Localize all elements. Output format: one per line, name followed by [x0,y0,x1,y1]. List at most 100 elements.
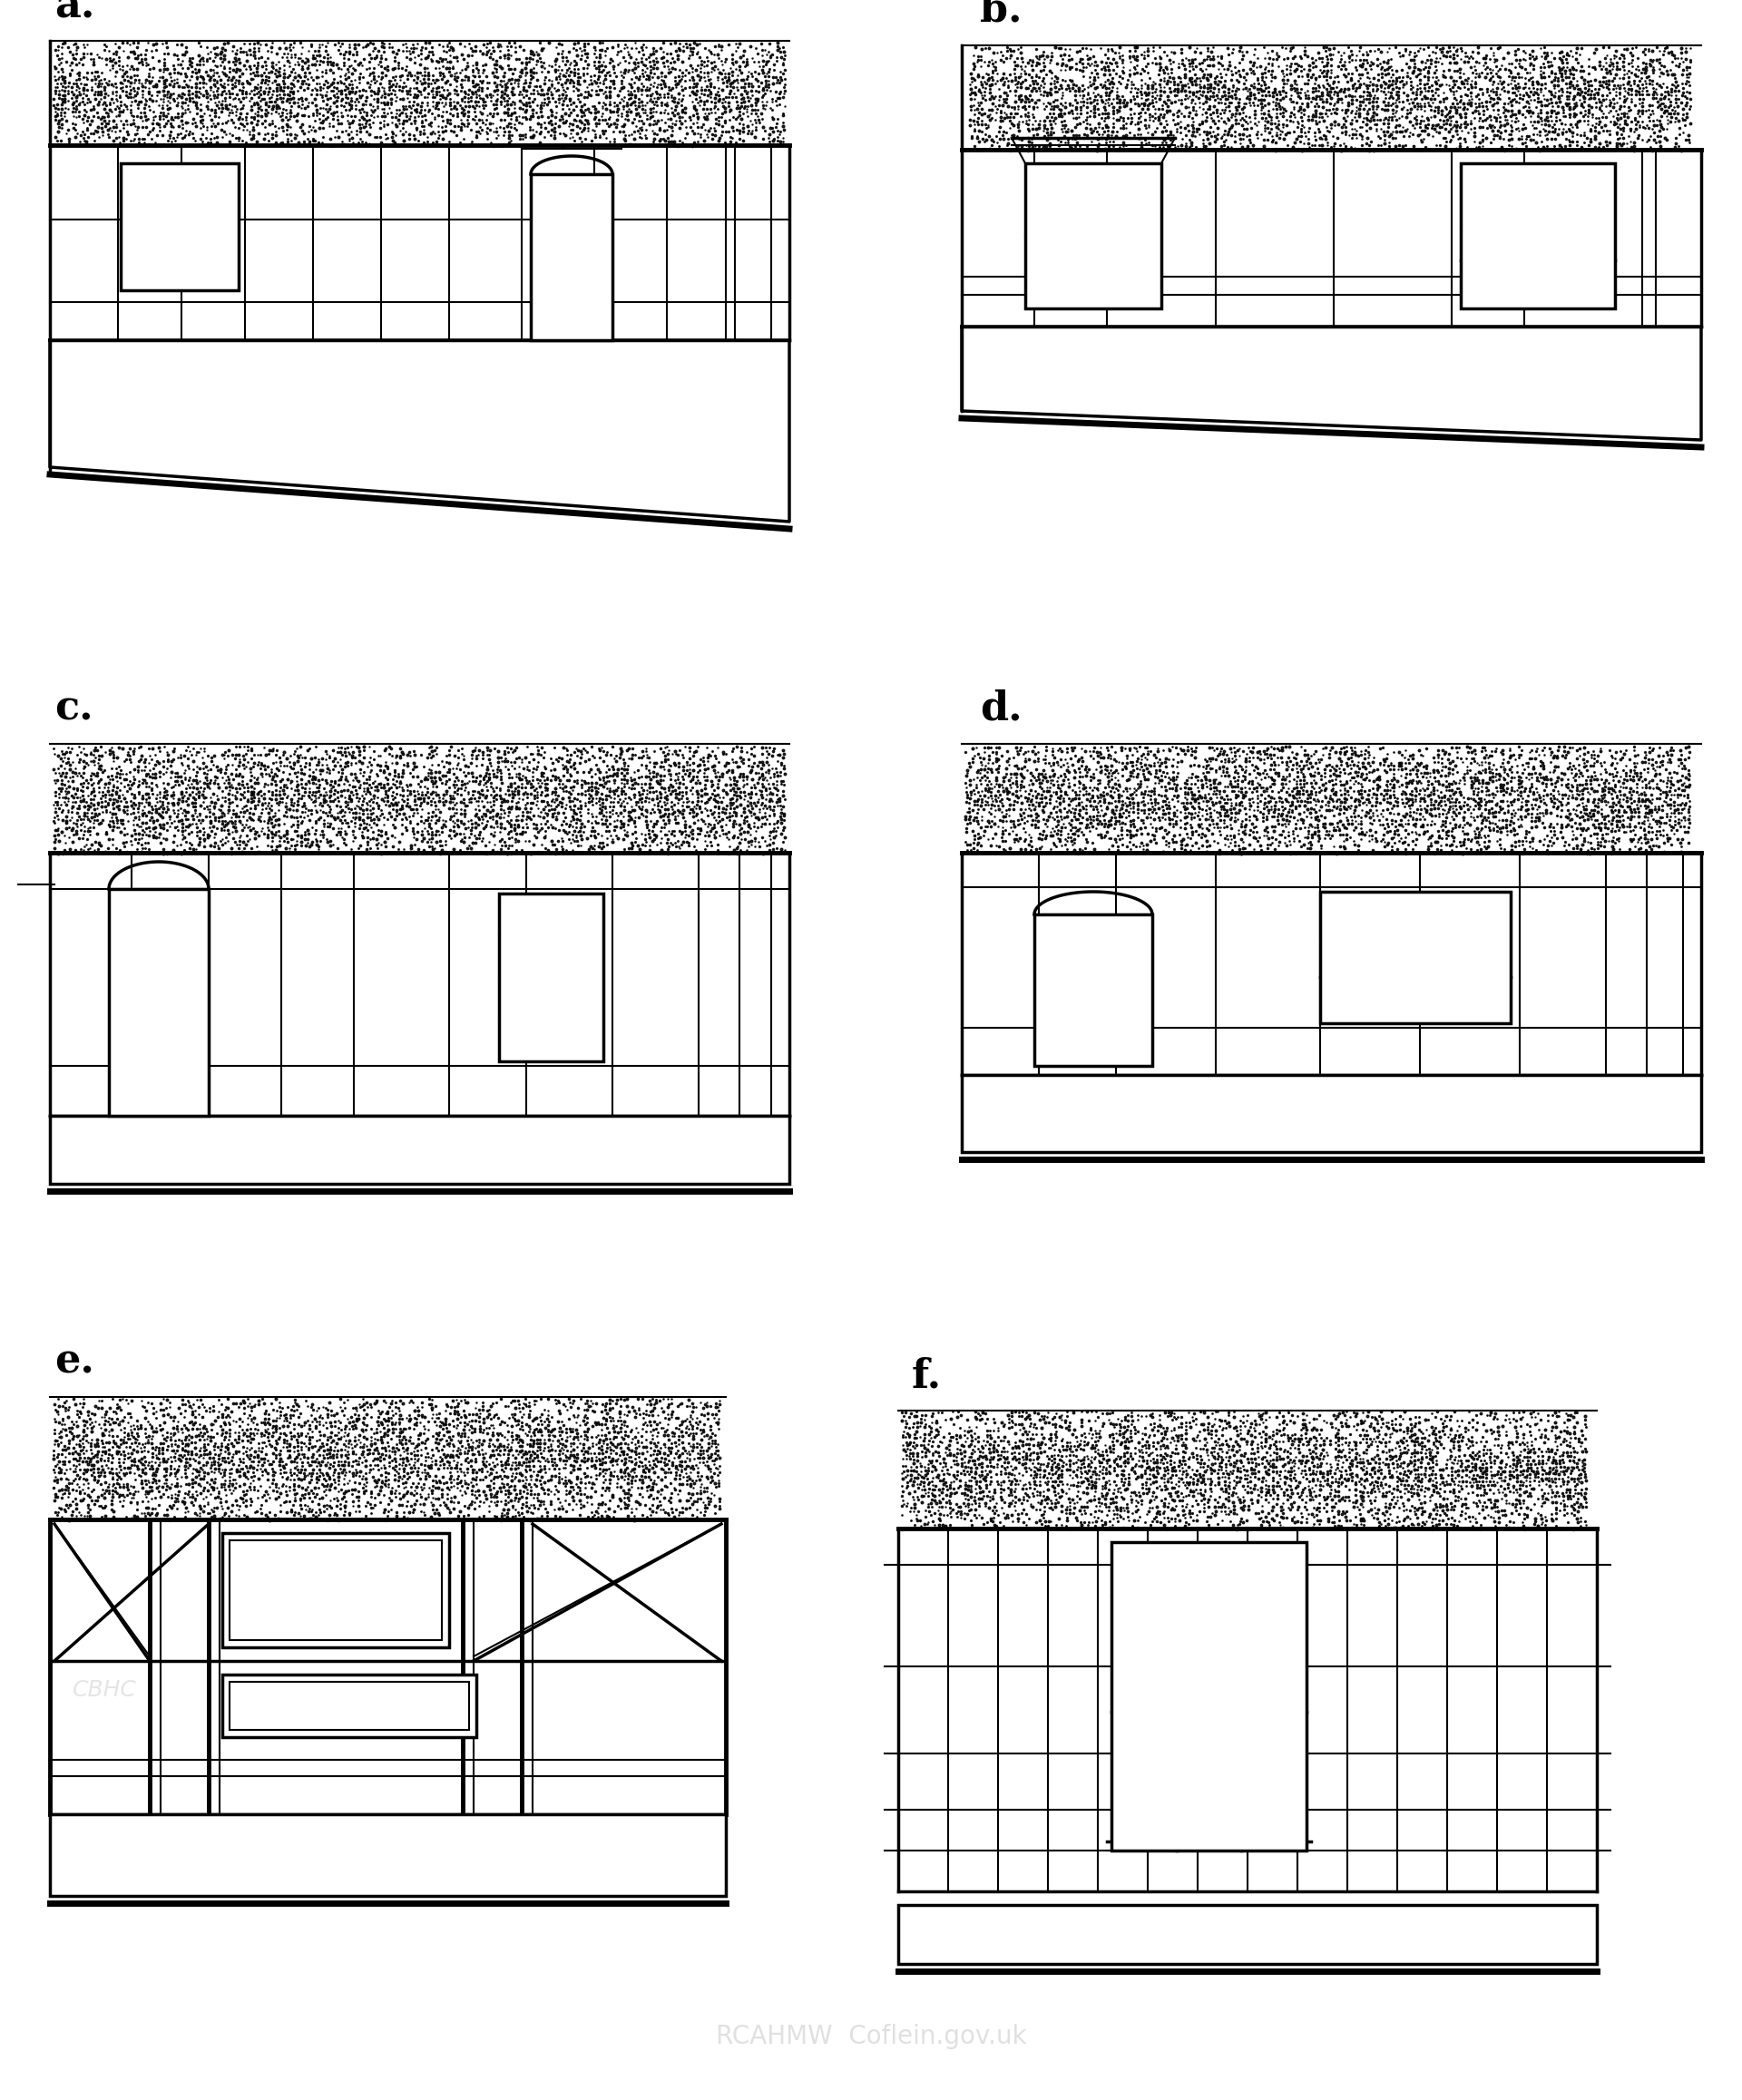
FancyBboxPatch shape [1329,1911,1352,1934]
FancyBboxPatch shape [1174,1105,1205,1124]
FancyBboxPatch shape [1347,1105,1374,1124]
FancyBboxPatch shape [1120,1911,1160,1934]
FancyBboxPatch shape [573,1163,604,1180]
FancyBboxPatch shape [52,1121,94,1138]
FancyBboxPatch shape [925,1938,951,1961]
FancyBboxPatch shape [1057,1938,1080,1961]
FancyBboxPatch shape [627,1869,669,1892]
FancyBboxPatch shape [153,1871,199,1892]
FancyBboxPatch shape [235,1871,265,1892]
FancyBboxPatch shape [75,1846,110,1867]
FancyBboxPatch shape [1272,1936,1315,1959]
FancyBboxPatch shape [1685,1082,1698,1100]
FancyBboxPatch shape [1401,1938,1444,1959]
FancyBboxPatch shape [1233,1082,1277,1100]
FancyBboxPatch shape [415,1163,449,1180]
FancyBboxPatch shape [1545,1911,1582,1932]
Bar [223,1533,449,1646]
FancyBboxPatch shape [73,1821,113,1842]
Text: a.: a. [54,0,94,25]
FancyBboxPatch shape [1075,1105,1111,1126]
FancyBboxPatch shape [1174,1938,1193,1959]
FancyBboxPatch shape [233,1163,256,1180]
FancyBboxPatch shape [766,1121,787,1138]
FancyBboxPatch shape [955,1936,986,1961]
FancyBboxPatch shape [580,1844,613,1867]
FancyBboxPatch shape [1380,1105,1418,1124]
Text: f.: f. [911,1357,942,1394]
FancyBboxPatch shape [695,1121,718,1138]
FancyBboxPatch shape [179,1846,221,1867]
FancyBboxPatch shape [397,1846,416,1867]
FancyBboxPatch shape [1111,1128,1155,1149]
FancyBboxPatch shape [496,1846,519,1867]
FancyBboxPatch shape [662,1142,697,1159]
FancyBboxPatch shape [665,1121,692,1138]
FancyBboxPatch shape [294,1121,326,1138]
FancyBboxPatch shape [571,1142,611,1159]
FancyBboxPatch shape [404,1821,430,1842]
FancyBboxPatch shape [641,1819,674,1842]
FancyBboxPatch shape [1618,1128,1660,1149]
FancyBboxPatch shape [561,1871,601,1892]
Text: d.: d. [979,689,1023,729]
FancyBboxPatch shape [610,1163,631,1180]
FancyBboxPatch shape [768,1142,787,1159]
FancyBboxPatch shape [422,1142,456,1159]
FancyBboxPatch shape [228,1819,253,1842]
FancyBboxPatch shape [1300,1911,1326,1932]
FancyBboxPatch shape [617,1846,634,1867]
FancyBboxPatch shape [627,1121,664,1138]
Bar [120,164,239,290]
FancyBboxPatch shape [989,1938,1010,1959]
FancyBboxPatch shape [1197,1079,1230,1100]
FancyBboxPatch shape [1301,1105,1343,1124]
FancyBboxPatch shape [1596,1105,1629,1124]
FancyBboxPatch shape [369,1846,395,1867]
FancyBboxPatch shape [364,1121,388,1138]
FancyBboxPatch shape [493,1819,517,1840]
FancyBboxPatch shape [1216,1128,1259,1149]
FancyBboxPatch shape [256,1819,277,1842]
FancyBboxPatch shape [1430,1128,1474,1149]
FancyBboxPatch shape [922,1911,953,1934]
FancyBboxPatch shape [314,1871,340,1892]
FancyBboxPatch shape [700,1846,725,1867]
FancyBboxPatch shape [369,1819,401,1842]
FancyBboxPatch shape [1153,1079,1195,1100]
Bar [498,892,603,1060]
FancyBboxPatch shape [181,1121,225,1138]
FancyBboxPatch shape [1357,1911,1380,1934]
FancyBboxPatch shape [549,1819,584,1842]
FancyBboxPatch shape [273,1142,307,1159]
FancyBboxPatch shape [1519,1128,1550,1149]
Text: b.: b. [979,0,1023,29]
FancyBboxPatch shape [153,1142,185,1159]
Bar [1111,1541,1306,1850]
FancyBboxPatch shape [1655,1082,1679,1100]
FancyBboxPatch shape [477,1163,505,1180]
FancyBboxPatch shape [1446,1938,1472,1961]
Bar [51,1115,789,1184]
Text: CBHC: CBHC [73,1680,138,1701]
FancyBboxPatch shape [52,1163,82,1180]
FancyBboxPatch shape [106,1869,127,1892]
FancyBboxPatch shape [519,1821,547,1842]
FancyBboxPatch shape [1148,1105,1174,1124]
Bar [531,174,613,340]
FancyBboxPatch shape [1028,1105,1071,1124]
FancyBboxPatch shape [993,1079,1024,1100]
FancyBboxPatch shape [544,1163,570,1180]
FancyBboxPatch shape [664,1844,699,1867]
FancyBboxPatch shape [280,1821,303,1840]
FancyBboxPatch shape [1474,1128,1519,1149]
FancyBboxPatch shape [369,1163,413,1180]
FancyBboxPatch shape [521,1121,550,1138]
FancyBboxPatch shape [390,1871,429,1892]
FancyBboxPatch shape [728,1142,765,1159]
FancyBboxPatch shape [361,1142,392,1159]
FancyBboxPatch shape [963,1105,984,1124]
FancyBboxPatch shape [455,1871,490,1892]
FancyBboxPatch shape [467,1821,491,1842]
FancyBboxPatch shape [712,1871,725,1892]
